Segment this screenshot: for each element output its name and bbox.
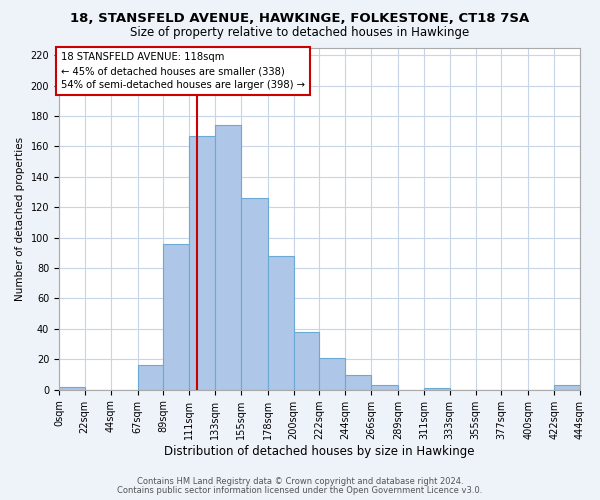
Text: Size of property relative to detached houses in Hawkinge: Size of property relative to detached ho… xyxy=(130,26,470,39)
Bar xyxy=(189,136,215,390)
Bar xyxy=(345,374,371,390)
Bar xyxy=(137,366,163,390)
Bar xyxy=(163,244,189,390)
Text: Contains public sector information licensed under the Open Government Licence v3: Contains public sector information licen… xyxy=(118,486,482,495)
Bar xyxy=(215,125,241,390)
Text: 18, STANSFELD AVENUE, HAWKINGE, FOLKESTONE, CT18 7SA: 18, STANSFELD AVENUE, HAWKINGE, FOLKESTO… xyxy=(70,12,530,26)
Bar xyxy=(241,198,268,390)
Bar xyxy=(371,385,398,390)
Text: 18 STANSFELD AVENUE: 118sqm
← 45% of detached houses are smaller (338)
54% of se: 18 STANSFELD AVENUE: 118sqm ← 45% of det… xyxy=(61,52,305,90)
X-axis label: Distribution of detached houses by size in Hawkinge: Distribution of detached houses by size … xyxy=(164,444,475,458)
Bar xyxy=(293,332,319,390)
Y-axis label: Number of detached properties: Number of detached properties xyxy=(15,136,25,300)
Bar xyxy=(424,388,450,390)
Text: Contains HM Land Registry data © Crown copyright and database right 2024.: Contains HM Land Registry data © Crown c… xyxy=(137,477,463,486)
Bar xyxy=(554,385,580,390)
Bar xyxy=(319,358,345,390)
Bar xyxy=(268,256,293,390)
Bar xyxy=(59,386,85,390)
